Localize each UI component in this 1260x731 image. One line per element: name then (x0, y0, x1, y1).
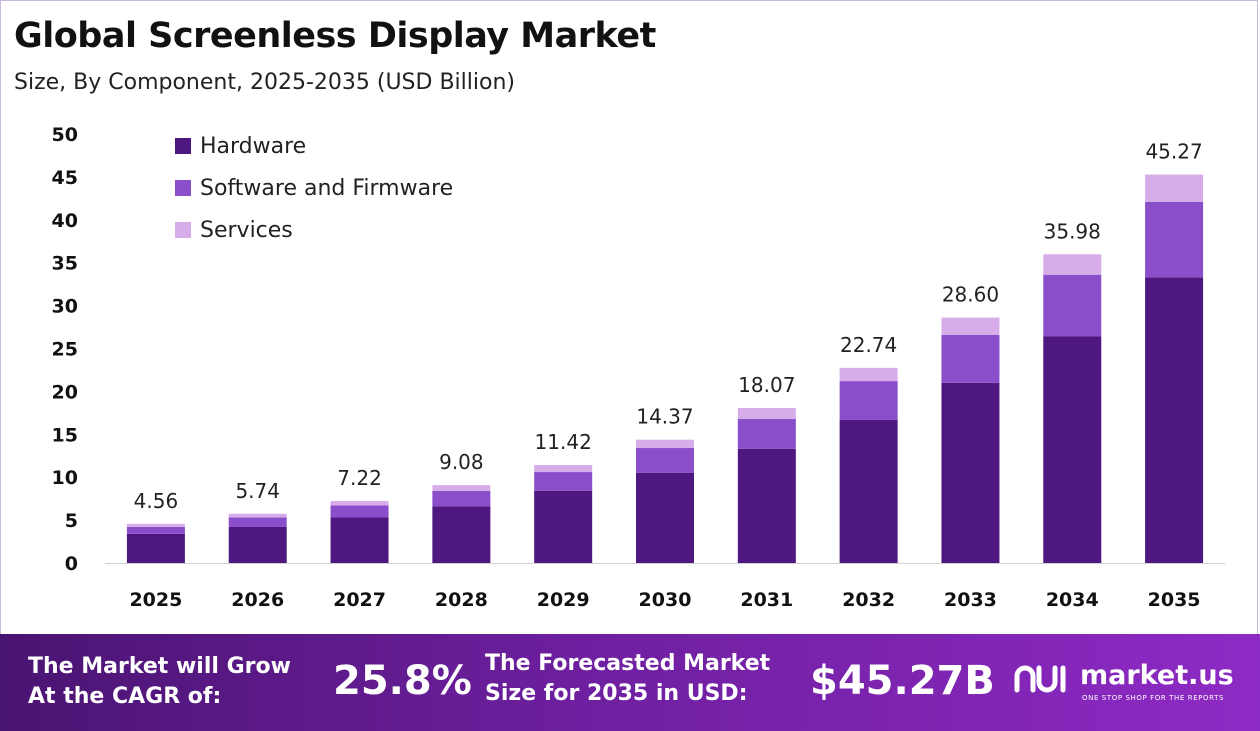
legend-label-2: Services (200, 218, 293, 243)
bar-total-label-2035: 45.27 (1145, 140, 1202, 164)
bar-segment-services-2027 (330, 501, 389, 506)
cagr-caption-line1: The Market will Grow (28, 654, 291, 679)
bar-segment-hardware-2032 (839, 419, 898, 563)
bar-segment-software-and-firmware-2031 (737, 418, 796, 449)
bar-segment-hardware-2030 (636, 472, 694, 563)
bar-total-label-2034: 35.98 (1044, 219, 1101, 243)
forecast-caption-line1: The Forecasted Market (485, 651, 771, 676)
bar-segment-hardware-2027 (330, 517, 389, 563)
bar-segment-services-2035 (1145, 174, 1204, 202)
x-tick-label-2032: 2032 (842, 589, 895, 611)
bar-segment-services-2033 (941, 317, 1000, 335)
bar-total-label-2033: 28.60 (942, 283, 999, 307)
x-tick-label-2031: 2031 (740, 589, 793, 611)
bar-segment-hardware-2029 (534, 490, 593, 563)
bar-segment-services-2030 (636, 439, 694, 449)
brand-name: market.us (1080, 660, 1234, 691)
forecast-value: $45.27B (810, 658, 995, 704)
bar-segment-software-and-firmware-2028 (432, 490, 491, 507)
bar-segment-hardware-2034 (1043, 336, 1102, 563)
brand-tagline: ONE STOP SHOP FOR THE REPORTS (1082, 694, 1225, 702)
bar-segment-services-2034 (1043, 254, 1102, 275)
y-tick-label: 25 (52, 339, 78, 361)
bar-segment-software-and-firmware-2026 (228, 517, 287, 527)
bar-segment-services-2029 (534, 465, 593, 473)
bar-segment-software-and-firmware-2032 (839, 381, 898, 420)
y-tick-label: 30 (52, 296, 78, 318)
bar-segment-services-2031 (737, 407, 796, 419)
legend-label-0: Hardware (200, 134, 306, 159)
bar-segment-software-and-firmware-2027 (330, 505, 389, 518)
x-tick-label-2028: 2028 (435, 589, 488, 611)
y-tick-label: 20 (52, 381, 78, 403)
legend-swatch-0 (175, 138, 191, 154)
legend-label-1: Software and Firmware (200, 176, 453, 201)
bar-total-label-2029: 11.42 (535, 430, 592, 454)
bar-segment-hardware-2026 (228, 526, 287, 563)
y-tick-label: 45 (52, 167, 78, 189)
x-tick-label-2030: 2030 (639, 589, 692, 611)
bar-segment-services-2032 (839, 367, 898, 382)
x-tick-label-2035: 2035 (1148, 589, 1201, 611)
bar-segment-hardware-2035 (1145, 277, 1204, 563)
bar-total-label-2032: 22.74 (840, 333, 897, 357)
legend-swatch-2 (175, 222, 191, 238)
bar-segment-software-and-firmware-2030 (636, 448, 694, 473)
chart-title: Global Screenless Display Market (14, 16, 656, 56)
y-tick-label: 10 (52, 467, 78, 489)
stacked-bar-chart: 051015202530354045504.5620255.7420267.22… (52, 124, 1225, 611)
x-tick-label-2025: 2025 (129, 589, 182, 611)
x-tick-label-2033: 2033 (944, 589, 997, 611)
bar-segment-hardware-2033 (941, 382, 1000, 563)
y-tick-label: 5 (65, 510, 78, 532)
x-tick-label-2034: 2034 (1046, 589, 1099, 611)
x-tick-label-2026: 2026 (231, 589, 284, 611)
bar-segment-software-and-firmware-2035 (1145, 201, 1204, 278)
bar-total-label-2031: 18.07 (738, 373, 795, 397)
y-tick-label: 50 (52, 124, 78, 146)
bar-segment-services-2028 (432, 485, 491, 491)
x-tick-label-2029: 2029 (537, 589, 590, 611)
legend-swatch-1 (175, 180, 191, 196)
x-tick-label-2027: 2027 (333, 589, 386, 611)
cagr-caption-line2: At the CAGR of: (28, 684, 222, 709)
bar-segment-software-and-firmware-2034 (1043, 274, 1102, 337)
bar-segment-software-and-firmware-2033 (941, 334, 1000, 383)
bar-total-label-2025: 4.56 (134, 489, 179, 513)
chart-subtitle: Size, By Component, 2025-2035 (USD Billi… (14, 70, 515, 95)
bar-segment-services-2025 (126, 523, 185, 527)
bar-segment-hardware-2031 (737, 448, 796, 563)
bar-total-label-2028: 9.08 (439, 450, 484, 474)
bar-total-label-2027: 7.22 (337, 466, 382, 490)
forecast-caption-line2: Size for 2035 in USD: (485, 681, 748, 706)
bar-segment-software-and-firmware-2029 (534, 472, 593, 491)
bar-segment-services-2026 (228, 513, 287, 518)
footer-banner: The Market will Grow At the CAGR of: 25.… (0, 634, 1260, 731)
bar-total-label-2030: 14.37 (636, 405, 693, 429)
bar-segment-hardware-2025 (126, 533, 185, 563)
bar-segment-hardware-2028 (432, 506, 491, 563)
cagr-value: 25.8% (333, 658, 472, 704)
bar-total-label-2026: 5.74 (235, 479, 280, 503)
y-tick-label: 40 (52, 210, 78, 232)
market-us-logo-icon (1014, 665, 1066, 693)
bar-segment-software-and-firmware-2025 (126, 526, 185, 534)
y-tick-label: 0 (65, 553, 78, 575)
y-tick-label: 15 (52, 424, 78, 446)
y-tick-label: 35 (52, 253, 78, 275)
